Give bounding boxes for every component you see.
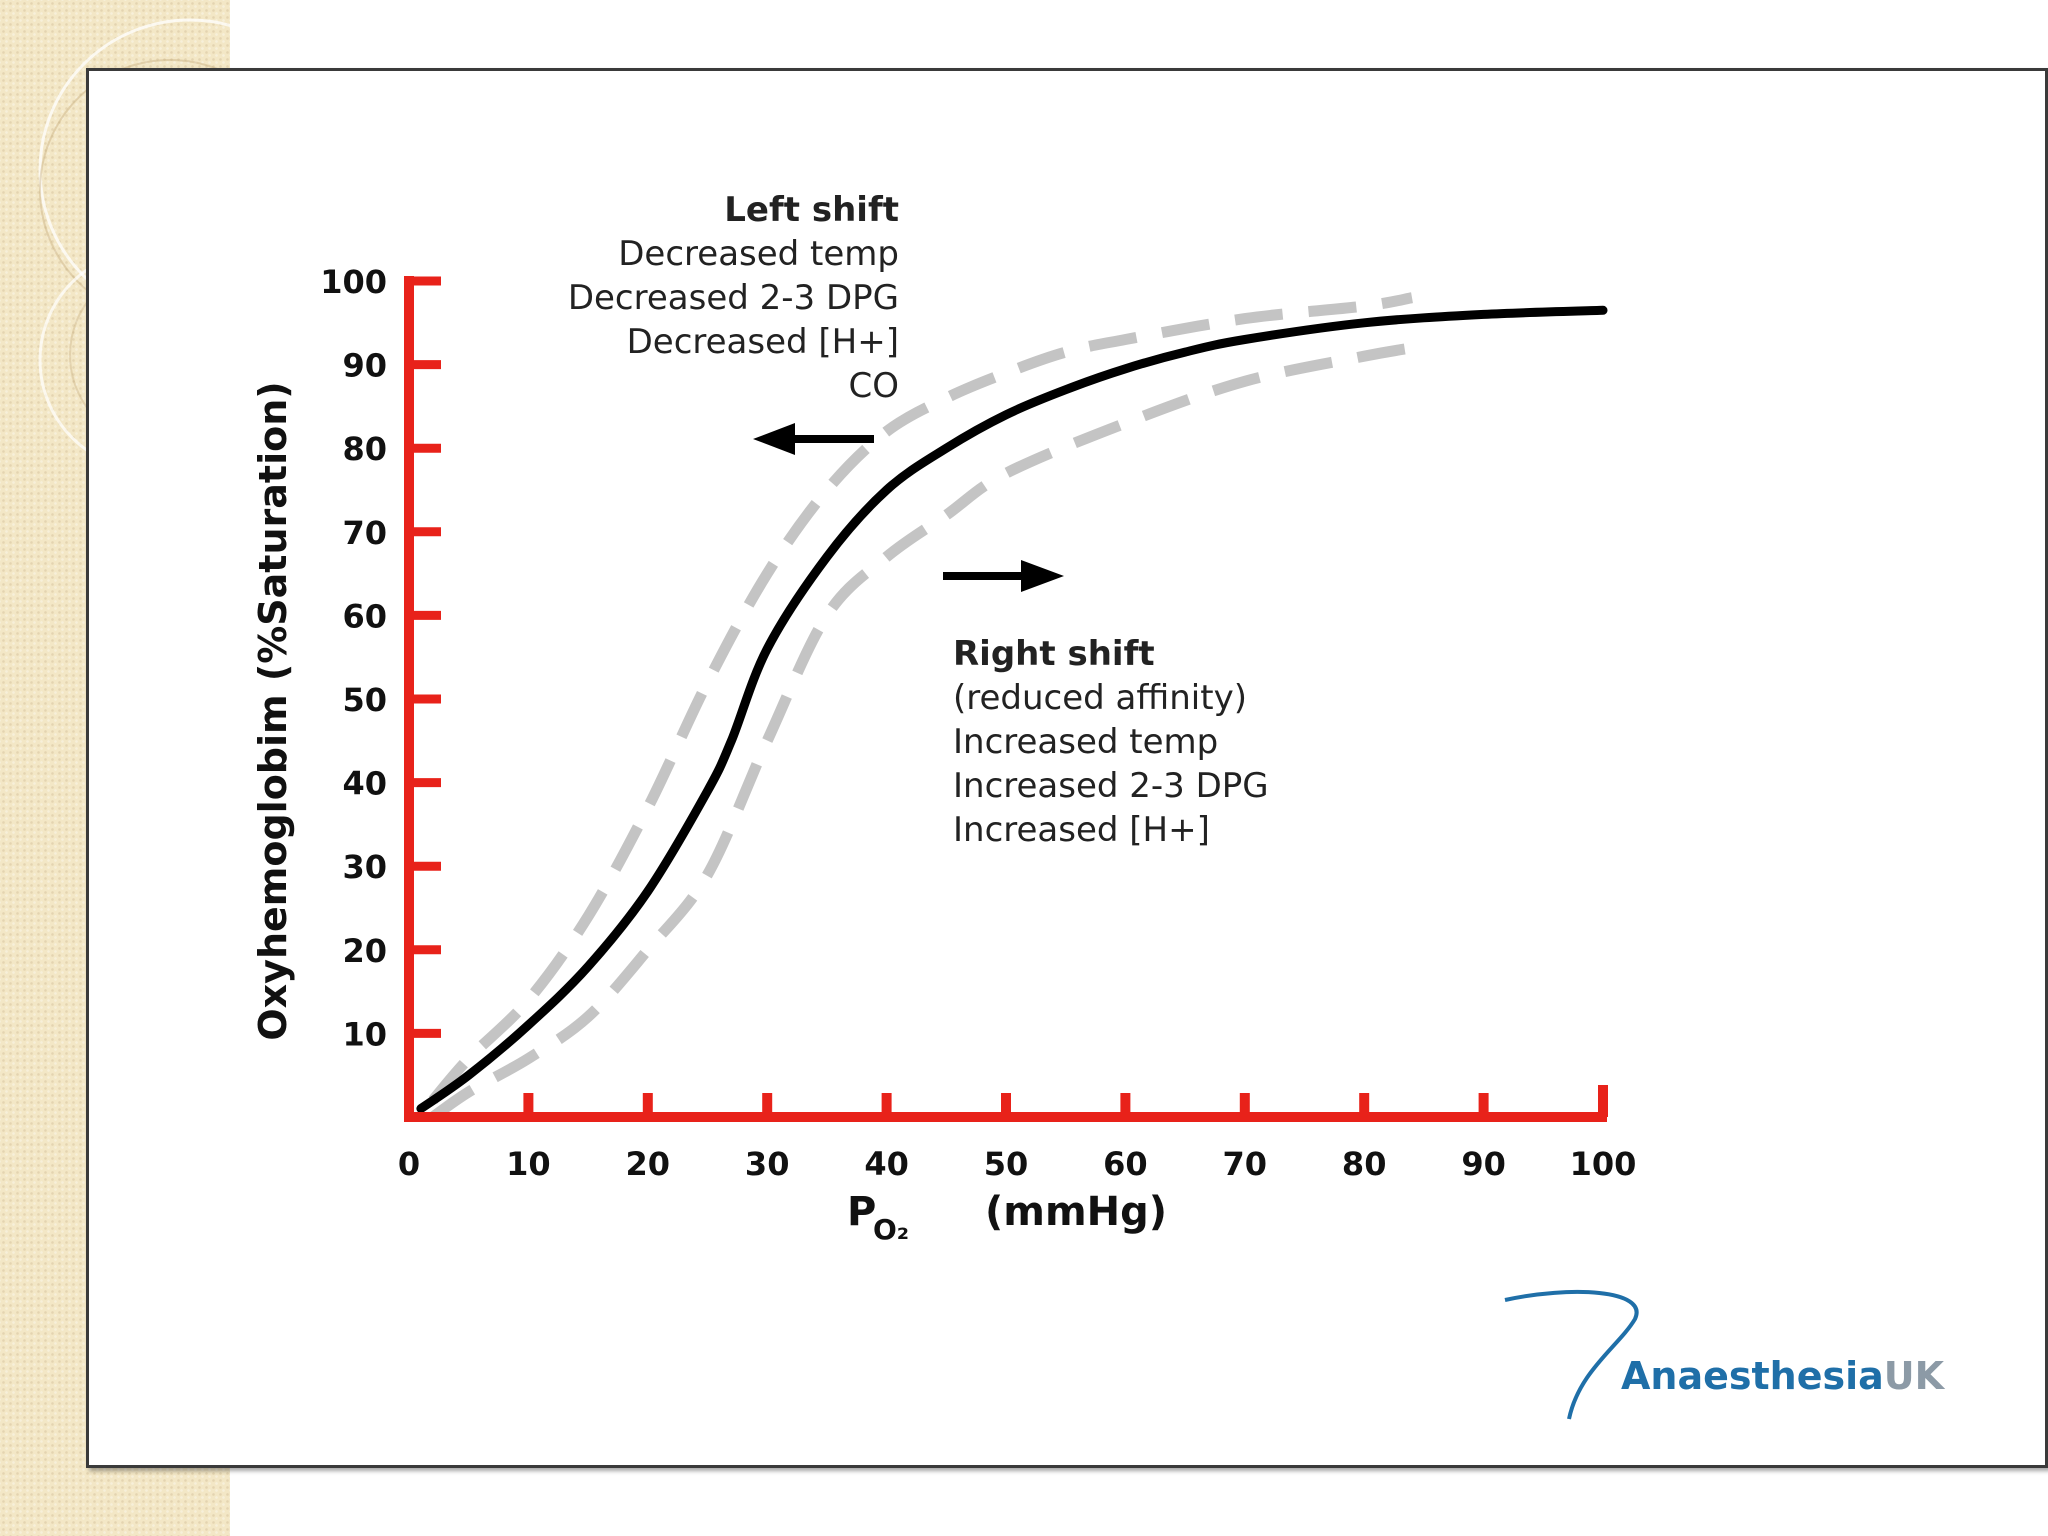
x-tick-label-60: 60 [1103, 1145, 1148, 1183]
right-shift-line-2: Increased temp [953, 722, 1218, 762]
anaesthesia-uk-logo: AnaesthesiaUK [1504, 1289, 1946, 1420]
logo-text-uk: UK [1884, 1354, 1946, 1398]
x-tick-label-0: 0 [398, 1145, 420, 1183]
y-axis-title: Oxyhemoglobim (%Saturation) [251, 381, 295, 1040]
y-tick-label-70: 70 [342, 514, 387, 552]
logo-text: AnaesthesiaUK [1621, 1354, 1946, 1398]
x-tick-label-100: 100 [1570, 1145, 1637, 1183]
y-tick-label-50: 50 [342, 681, 387, 719]
x-tick-label-70: 70 [1223, 1145, 1268, 1183]
y-tick-label-90: 90 [342, 347, 387, 385]
x-tick-label-40: 40 [864, 1145, 909, 1183]
x-tick-label-10: 10 [506, 1145, 551, 1183]
x-axis-title: P O₂ (mmHg) [847, 1189, 1167, 1246]
x-axis-title-subscript: O₂ [873, 1213, 909, 1246]
x-tick-label-20: 20 [626, 1145, 671, 1183]
oxygen-dissociation-chart: Left shift Decreased temp Decreased 2-3 … [251, 190, 1946, 1420]
left-shift-title: Left shift [724, 190, 899, 230]
y-tick-label-80: 80 [342, 430, 387, 468]
y-tick-label-60: 60 [342, 597, 387, 635]
x-axis-title-main: P [847, 1189, 876, 1235]
series-line-right-shift [429, 342, 1413, 1122]
series-line-left-shift [428, 292, 1414, 1104]
x-tick-label-80: 80 [1342, 1145, 1387, 1183]
series-line-normal [416, 305, 1608, 1114]
right-shift-title: Right shift [953, 634, 1155, 674]
x-tick-label-90: 90 [1461, 1145, 1506, 1183]
left-shift-line-1: Decreased temp [618, 234, 899, 274]
left-shift-line-2: Decreased 2-3 DPG [568, 278, 899, 318]
plot-area: 10 20 30 40 50 60 70 80 90 100 0 10 20 30 40 50 60 70 80 90… [320, 263, 1636, 1183]
y-tick-label-10: 10 [342, 1015, 387, 1053]
right-shift-line-3: Increased 2-3 DPG [953, 766, 1269, 806]
y-tick-label-100: 100 [320, 263, 387, 301]
right-shift-line-1: (reduced affinity) [953, 678, 1247, 718]
left-shift-line-4: CO [848, 366, 899, 406]
y-tick-label-40: 40 [342, 765, 387, 803]
y-tick-label-30: 30 [342, 848, 387, 886]
x-tick-label-50: 50 [984, 1145, 1029, 1183]
logo-text-anaesthesia: Anaesthesia [1621, 1354, 1884, 1398]
figure-frame: Left shift Decreased temp Decreased 2-3 … [86, 68, 2048, 1468]
left-arrow-icon [753, 423, 874, 455]
x-tick-label-30: 30 [745, 1145, 790, 1183]
right-arrow-icon [943, 560, 1064, 592]
x-axis-title-units: (mmHg) [985, 1189, 1167, 1235]
left-shift-line-3: Decreased [H+] [627, 322, 899, 362]
y-tick-label-20: 20 [342, 932, 387, 970]
right-shift-line-4: Increased [H+] [953, 810, 1210, 850]
logo-swoosh-icon [1504, 1289, 1639, 1420]
